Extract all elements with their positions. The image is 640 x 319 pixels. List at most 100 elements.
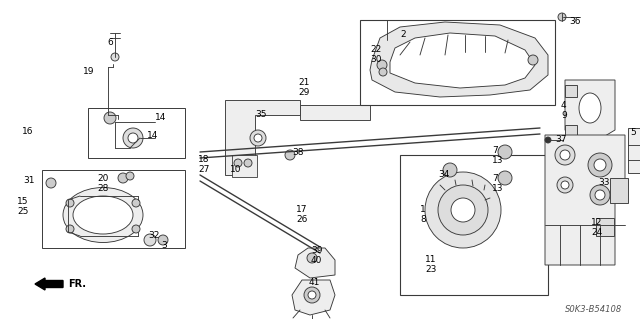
Text: 20: 20 [97,174,108,183]
Circle shape [132,225,140,233]
Circle shape [443,163,457,177]
Text: 7: 7 [492,146,498,155]
Text: 12: 12 [591,218,602,227]
Circle shape [498,171,512,185]
Circle shape [158,235,168,245]
Text: 28: 28 [97,184,108,193]
Bar [88,108,185,158]
Circle shape [118,173,128,183]
Circle shape [66,199,74,207]
Text: 30: 30 [370,55,381,64]
Circle shape [111,53,119,61]
Text: 38: 38 [292,148,303,157]
Ellipse shape [73,196,133,234]
Bar [360,20,555,105]
Ellipse shape [63,188,143,242]
Circle shape [560,150,570,160]
Circle shape [285,150,295,160]
Circle shape [132,199,140,207]
Text: 9: 9 [561,111,567,120]
Circle shape [46,178,56,188]
Text: 8: 8 [420,215,426,224]
Circle shape [144,234,156,246]
Circle shape [545,137,551,143]
Text: 16: 16 [22,127,33,136]
Circle shape [104,112,116,124]
Circle shape [379,68,387,76]
Text: FR.: FR. [68,279,86,289]
Circle shape [234,159,242,167]
Circle shape [561,181,569,189]
Polygon shape [292,280,335,315]
Polygon shape [295,248,335,278]
Circle shape [304,287,320,303]
Circle shape [308,291,316,299]
Polygon shape [300,105,370,120]
Polygon shape [370,22,548,97]
Text: 39: 39 [311,246,323,255]
Text: 1: 1 [420,205,426,214]
Text: 7: 7 [492,174,498,183]
Polygon shape [565,80,615,145]
Text: 36: 36 [569,17,580,26]
Text: 14: 14 [155,113,166,122]
Text: 24: 24 [591,228,602,237]
Bar [42,170,185,248]
Text: 33: 33 [598,178,609,187]
Circle shape [451,198,475,222]
Text: 35: 35 [255,110,266,119]
Text: 25: 25 [17,207,28,216]
Text: 29: 29 [298,88,309,97]
Text: 37: 37 [555,135,566,144]
Circle shape [555,145,575,165]
Circle shape [438,185,488,235]
Circle shape [557,177,573,193]
Ellipse shape [579,93,601,123]
Bar [565,85,577,97]
Text: 5: 5 [630,128,636,137]
Text: 31: 31 [23,176,35,185]
Text: 40: 40 [311,256,323,265]
Circle shape [250,130,266,146]
Circle shape [588,153,612,177]
Text: 13: 13 [492,184,504,193]
Text: 3: 3 [161,241,167,250]
Text: 27: 27 [198,165,209,174]
Text: 41: 41 [309,278,321,287]
Text: 14: 14 [147,131,158,140]
Text: 19: 19 [83,67,95,76]
Circle shape [128,133,138,143]
Circle shape [254,134,262,142]
Text: 2: 2 [400,30,406,39]
Circle shape [425,172,501,248]
Text: 23: 23 [425,265,436,274]
Circle shape [66,225,74,233]
Text: 17: 17 [296,205,307,214]
Text: 18: 18 [198,155,209,164]
Circle shape [528,55,538,65]
Text: 34: 34 [438,170,449,179]
Bar [565,125,577,137]
FancyArrow shape [35,278,63,290]
Bar [232,155,257,177]
Text: 11: 11 [425,255,436,264]
Bar [400,155,548,295]
Circle shape [595,190,605,200]
Text: 4: 4 [561,101,566,110]
Text: 26: 26 [296,215,307,224]
Circle shape [558,13,566,21]
Circle shape [377,60,387,70]
Circle shape [307,253,317,263]
Text: 6: 6 [107,38,113,47]
Text: 32: 32 [148,231,159,240]
Text: 22: 22 [370,45,381,54]
Polygon shape [390,33,535,88]
Circle shape [123,128,143,148]
Circle shape [590,185,610,205]
Text: 21: 21 [298,78,309,87]
Circle shape [594,159,606,171]
Circle shape [244,159,252,167]
Text: 13: 13 [492,156,504,165]
Text: 10: 10 [230,165,241,174]
Bar [610,178,628,203]
